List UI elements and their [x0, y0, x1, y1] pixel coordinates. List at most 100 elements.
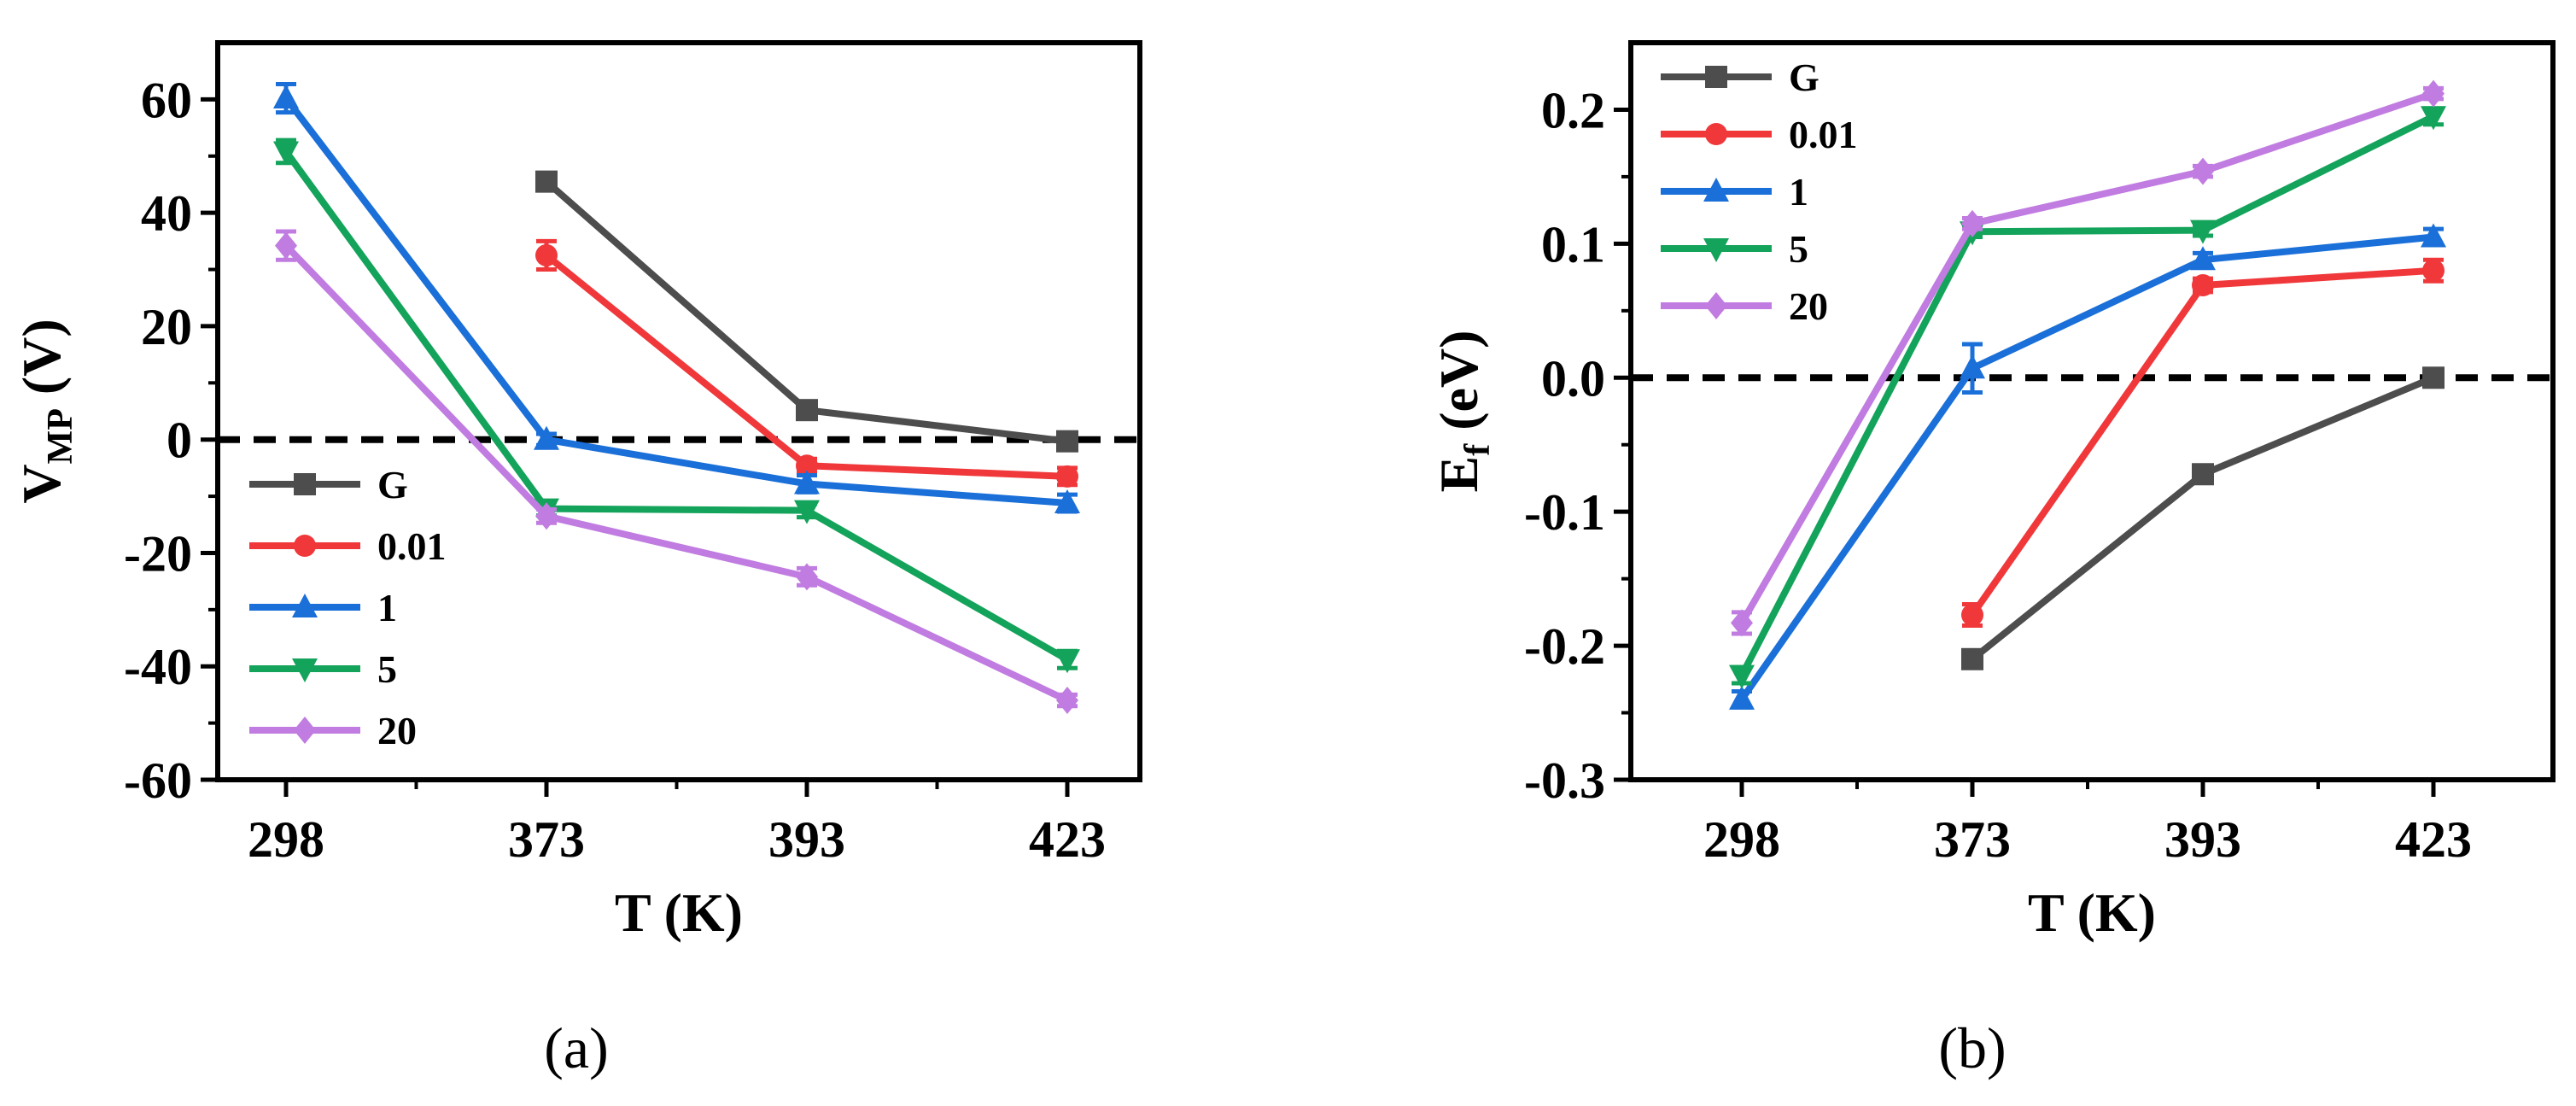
data-point [275, 231, 297, 260]
series-line [283, 243, 1069, 704]
y-axis-title: Ef (eV) [1428, 331, 1498, 493]
data-point [796, 454, 818, 477]
y-axis-title-subscript: MP [41, 408, 80, 464]
y-axis-title: VMP (V) [11, 319, 80, 503]
series-line [544, 252, 1068, 480]
y-axis-title-main: E [1428, 456, 1489, 493]
data-point [1961, 647, 1983, 670]
series-line [1738, 233, 2434, 702]
y-tick-label: 60 [141, 72, 192, 128]
y-tick-label: 0.2 [1541, 82, 1605, 138]
series-5 [273, 138, 1080, 674]
legend-label: 1 [377, 586, 397, 629]
y-axis-title-main: V [11, 464, 72, 503]
legend-label: 0.01 [1789, 113, 1858, 156]
data-point [1961, 604, 1983, 627]
data-point [2190, 219, 2216, 244]
series-1 [273, 81, 1080, 514]
legend-marker [1703, 238, 1729, 262]
plot-frame [215, 40, 1142, 782]
data-point [273, 141, 299, 166]
legend-marker [292, 658, 318, 682]
y-tick-label: 0.1 [1541, 216, 1605, 272]
data-point [1961, 209, 1983, 237]
data-point [2421, 223, 2446, 248]
x-tick-label: 298 [248, 811, 324, 868]
data-point [1056, 687, 1078, 715]
data-point [2422, 259, 2445, 282]
data-point [273, 85, 299, 109]
legend-label: 0.01 [377, 524, 447, 568]
data-point [794, 470, 820, 494]
y-tick-label: -60 [124, 752, 192, 809]
legend-label: G [1789, 56, 1820, 99]
y-tick-label: -0.1 [1524, 484, 1605, 541]
x-axis-title: T (K) [2028, 882, 2156, 943]
legend-label: 5 [1789, 227, 1808, 271]
series-20 [1731, 79, 2445, 637]
legend-marker [1705, 66, 1727, 88]
legend: G 0.01 1 5 20 [249, 463, 447, 752]
series-line [1738, 90, 2435, 625]
y-tick-label: -0.3 [1524, 752, 1605, 809]
data-point [1729, 664, 1755, 689]
data-point [2190, 246, 2216, 271]
data-point [796, 399, 818, 422]
chart-panel-a: -60 -40 -20 0 20 40 60 298 373 393 423 T (K) VMP (V)… [11, 40, 1142, 1080]
x-tick-label: 373 [1934, 811, 2011, 868]
plot-frame [1628, 40, 2556, 782]
y-axis-title-subscript: f [1458, 443, 1498, 456]
legend-label: G [377, 463, 408, 506]
chart-panel-b: -0.3 -0.2 -0.1 0.0 0.1 0.2 298 373 393 423 T (K) Ef… [1428, 40, 2556, 1080]
data-point [534, 425, 559, 450]
y-tick-label: 0.0 [1541, 350, 1605, 407]
data-point [2422, 79, 2445, 108]
y-axis-title-unit: (eV) [1428, 331, 1489, 444]
legend-label: 20 [377, 709, 417, 752]
x-tick-label: 393 [2164, 811, 2241, 868]
series-5 [1729, 106, 2446, 689]
series-line [1738, 113, 2435, 677]
y-tick-label: -20 [124, 525, 192, 582]
series-G [1961, 366, 2445, 670]
y-axis-title-unit: (V) [11, 319, 72, 408]
data-point [2422, 366, 2445, 389]
x-axis-title: T (K) [615, 882, 743, 943]
data-point [1054, 489, 1080, 514]
series-0_01 [535, 238, 1078, 488]
series-line [283, 149, 1069, 663]
legend-marker [294, 535, 316, 557]
data-point [1056, 430, 1078, 453]
x-tick-label: 393 [768, 811, 845, 868]
data-point [2192, 463, 2214, 486]
data-point [535, 243, 558, 266]
data-point [794, 500, 820, 524]
y-tick-label: 40 [141, 185, 192, 242]
series-0_01 [1961, 257, 2445, 629]
data-point [1729, 685, 1755, 710]
y-tick-label: -0.2 [1524, 618, 1605, 675]
series-line [1969, 266, 2434, 617]
data-point [2192, 157, 2214, 185]
x-tick-label: 373 [508, 811, 585, 868]
legend-marker [1705, 292, 1727, 319]
data-point [535, 170, 558, 193]
series-G [535, 170, 1078, 453]
data-point [796, 563, 818, 591]
legend-marker [1705, 123, 1727, 145]
y-tick-label: -40 [124, 639, 192, 695]
legend-label: 20 [1789, 284, 1828, 328]
legend-label: 5 [377, 647, 397, 691]
data-point [535, 502, 558, 530]
data-point [1960, 354, 1985, 379]
x-tick-label: 423 [1029, 811, 1106, 868]
y-tick-label: 0 [166, 413, 192, 469]
legend-label: 1 [1789, 170, 1808, 214]
data-point [1054, 649, 1080, 674]
data-point [2421, 106, 2446, 131]
legend-marker [294, 473, 316, 495]
x-tick-label: 423 [2395, 811, 2472, 868]
panel-label: (b) [1938, 1015, 2006, 1080]
data-point [1056, 465, 1078, 488]
